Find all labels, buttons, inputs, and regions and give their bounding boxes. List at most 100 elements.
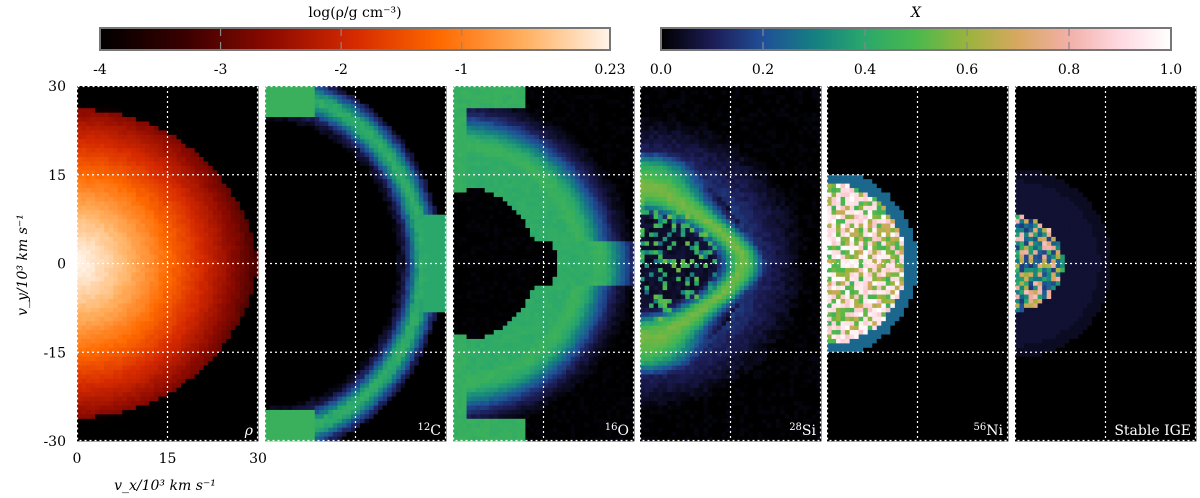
- heatmap-cell: [269, 139, 275, 145]
- heatmap-cell: [212, 423, 218, 429]
- heatmap-cell: [185, 343, 191, 349]
- heatmap-cell: [265, 125, 270, 131]
- heatmap-cell: [337, 161, 343, 167]
- heatmap-cell: [149, 299, 155, 304]
- heatmap-cell: [332, 134, 338, 140]
- heatmap-cell: [396, 196, 402, 202]
- heatmap-cell: [203, 294, 209, 300]
- heatmap-cell: [265, 86, 270, 91]
- heatmap-cell: [185, 259, 191, 264]
- heatmap-cell: [221, 183, 227, 189]
- heatmap-cell: [217, 139, 223, 145]
- heatmap-cell: [194, 192, 200, 198]
- heatmap-cell: [208, 245, 214, 251]
- heatmap-cell: [346, 259, 352, 264]
- heatmap-cell: [176, 188, 182, 193]
- heatmap-cell: [314, 134, 320, 140]
- heatmap-cell: [274, 108, 279, 114]
- heatmap-cell: [217, 94, 223, 100]
- heatmap-cell: [265, 94, 270, 100]
- heatmap-cell: [144, 192, 150, 198]
- heatmap-cell: [108, 352, 114, 358]
- heatmap-cell: [382, 112, 388, 118]
- heatmap-cell: [269, 103, 275, 109]
- heatmap-cell: [441, 157, 447, 162]
- heatmap-cell: [355, 134, 361, 140]
- heatmap-cell: [208, 170, 214, 176]
- heatmap-cell: [126, 94, 132, 100]
- heatmap-cell: [432, 223, 438, 229]
- heatmap-cell: [113, 241, 119, 247]
- heatmap-cell: [369, 112, 374, 118]
- heatmap-cell: [350, 108, 356, 114]
- heatmap-cell: [108, 285, 114, 291]
- heatmap-cell: [310, 170, 316, 176]
- heatmap-cell: [131, 374, 137, 380]
- heatmap-cell: [235, 174, 241, 180]
- heatmap-cell: [203, 86, 209, 91]
- heatmap-cell: [314, 250, 320, 256]
- heatmap-cell: [113, 272, 119, 278]
- heatmap-cell: [226, 414, 232, 420]
- heatmap-cell: [176, 352, 182, 358]
- heatmap-cell: [418, 276, 424, 282]
- heatmap-cell: [95, 356, 101, 362]
- heatmap-cell: [244, 183, 250, 189]
- heatmap-cell: [400, 170, 406, 176]
- heatmap-cell: [217, 392, 223, 398]
- heatmap-cell: [194, 432, 200, 437]
- heatmap-cell: [158, 405, 164, 411]
- heatmap-cell: [199, 94, 205, 100]
- heatmap-cell: [208, 374, 214, 380]
- heatmap-cell: [341, 267, 347, 273]
- heatmap-cell: [332, 174, 338, 180]
- heatmap-cell: [230, 356, 236, 362]
- heatmap-cell: [387, 223, 393, 229]
- heatmap-cell: [144, 183, 150, 189]
- heatmap-cell: [181, 405, 186, 411]
- heatmap-cell: [104, 383, 110, 389]
- heatmap-cell: [140, 192, 146, 198]
- heatmap-cell: [190, 214, 196, 220]
- heatmap-cell: [230, 316, 236, 322]
- heatmap-cell: [158, 179, 164, 185]
- heatmap-cell: [323, 108, 329, 114]
- heatmap-cell: [203, 192, 209, 198]
- heatmap-cell: [95, 139, 101, 145]
- heatmap-cell: [153, 294, 159, 300]
- heatmap-cell: [301, 210, 307, 216]
- heatmap-cell: [117, 219, 123, 224]
- heatmap-cell: [185, 108, 191, 114]
- heatmap-cell: [104, 214, 110, 220]
- heatmap-cell: [369, 183, 374, 189]
- heatmap-cell: [301, 117, 307, 122]
- heatmap-cell: [346, 148, 352, 153]
- heatmap-cell: [113, 236, 119, 242]
- heatmap-cell: [144, 103, 150, 109]
- heatmap-cell: [90, 161, 96, 167]
- heatmap-cell: [221, 254, 227, 260]
- heatmap-cell: [248, 170, 254, 176]
- heatmap-cell: [283, 125, 289, 131]
- heatmap-cell: [190, 409, 196, 415]
- heatmap-cell: [414, 259, 420, 264]
- heatmap-cell: [323, 121, 329, 127]
- heatmap-cell: [350, 179, 356, 185]
- heatmap-cell: [292, 241, 298, 247]
- heatmap-cell: [217, 165, 223, 171]
- heatmap-cell: [81, 387, 87, 393]
- heatmap-cell: [126, 192, 132, 198]
- heatmap-cell: [400, 94, 406, 100]
- heatmap-cell: [86, 86, 91, 91]
- heatmap-cell: [391, 228, 397, 233]
- heatmap-cell: [328, 192, 334, 198]
- heatmap-cell: [332, 165, 338, 171]
- heatmap-cell: [167, 179, 173, 185]
- heatmap-cell: [158, 370, 164, 375]
- heatmap-cell: [194, 219, 200, 224]
- heatmap-cell: [126, 161, 132, 167]
- heatmap-cell: [355, 188, 361, 193]
- heatmap-cell: [414, 192, 420, 198]
- heatmap-cell: [301, 267, 307, 273]
- heatmap-cell: [117, 427, 123, 433]
